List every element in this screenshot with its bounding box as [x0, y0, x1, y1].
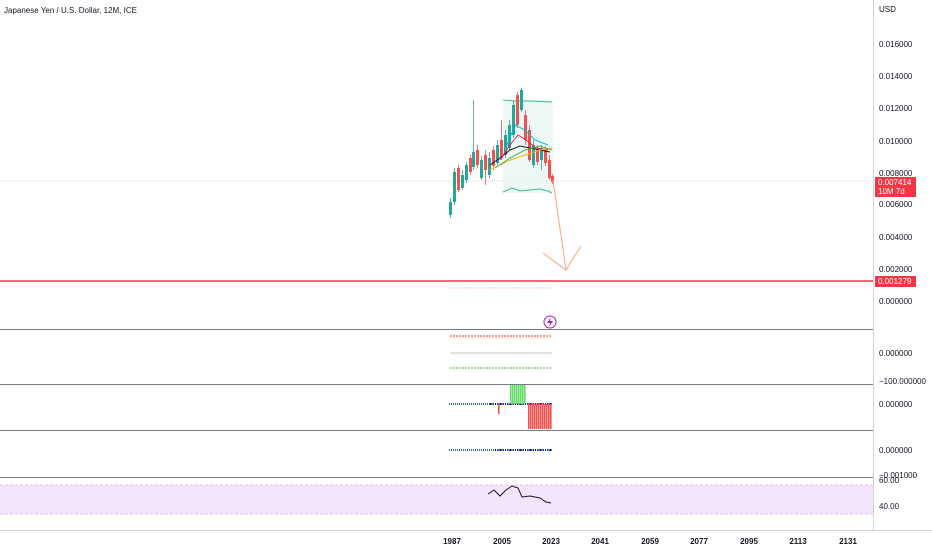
pane2-tick: 0.000000 [879, 349, 913, 358]
pane3-tick: 0.000000 [879, 400, 913, 409]
time-axis[interactable] [0, 530, 932, 551]
time-tick: 2023 [542, 537, 560, 546]
time-tick: 2077 [690, 537, 708, 546]
time-tick: 2059 [641, 537, 659, 546]
price-tick: 0.004000 [879, 233, 913, 242]
candle-body [536, 150, 539, 162]
candle-body [524, 115, 527, 140]
histogram-bar-down [536, 404, 538, 429]
level-price-badge: 0.001279 [875, 276, 916, 287]
time-tick: 2113 [789, 537, 807, 546]
candle-body [551, 176, 554, 182]
rsi-band [0, 485, 873, 514]
price-tick: 0.000000 [879, 297, 913, 306]
price-tick: 0.016000 [879, 40, 913, 49]
lightning-glyph [547, 317, 553, 327]
histogram-bar-down [534, 404, 536, 429]
candle-body [544, 150, 547, 163]
time-tick: 2095 [740, 537, 758, 546]
price-tick: 0.010000 [879, 137, 913, 146]
bar-countdown: 10M 7d [878, 187, 905, 196]
pane-separator[interactable] [0, 329, 873, 330]
candle-body [532, 145, 535, 165]
histogram-bar-down [540, 404, 542, 429]
level-price-value: 0.001279 [878, 277, 912, 286]
histogram-bar-down [542, 404, 544, 429]
histogram-bar-down [546, 404, 548, 429]
histogram-bar-up [514, 384, 516, 404]
ma-line-orange [489, 147, 553, 171]
candle-body [476, 150, 479, 165]
pane-separator[interactable] [0, 384, 873, 385]
pane-separator[interactable] [0, 477, 873, 478]
candle-body [512, 105, 515, 135]
rsi-top-tick: 60.00 [879, 476, 900, 485]
time-tick: 1987 [443, 537, 461, 546]
candle-body [465, 165, 468, 180]
histogram-bar-up [522, 384, 524, 404]
candle-body [496, 145, 499, 163]
candle-body [492, 150, 495, 166]
arrow-head [542, 245, 582, 271]
histogram-bar-up [512, 384, 514, 404]
candle-body [469, 158, 472, 172]
histogram-bar-up [524, 384, 526, 404]
pane-separator[interactable] [0, 430, 873, 431]
lower-band-line [502, 187, 553, 194]
price-tick: 0.002000 [879, 265, 913, 274]
histogram-bar-up [518, 384, 520, 404]
candle-body [488, 158, 491, 175]
histogram-bar-down [530, 404, 532, 429]
histogram-bar-up [516, 384, 518, 404]
candle-body [453, 172, 456, 202]
price-axis[interactable] [873, 0, 932, 530]
histogram-bar-up [520, 384, 522, 404]
pane4-tick: 0.000000 [879, 446, 913, 455]
pane4-bottom-tick: −0.001000 [879, 471, 918, 480]
candle-body [520, 90, 523, 110]
ma-line-pink [499, 134, 549, 161]
rsi-line [487, 485, 552, 504]
price-tick: 0.006000 [879, 200, 913, 209]
histogram-bar-down [532, 404, 534, 429]
price-axis-unit: USD [879, 5, 896, 14]
ma-line-green [494, 145, 553, 169]
time-tick: 2131 [839, 537, 857, 546]
last-price-value: 0.007414 [878, 178, 912, 187]
candle-body [461, 175, 464, 188]
histogram-bar-down [528, 404, 530, 429]
candle-body [516, 95, 519, 125]
candle-body [508, 125, 511, 148]
price-tick: 0.008000 [879, 169, 913, 178]
ma-line-cyan [504, 124, 549, 151]
candle-body [528, 130, 531, 160]
candle-body [504, 135, 507, 155]
candle-body [472, 152, 475, 167]
candle-body [540, 148, 543, 160]
time-tick: 2005 [493, 537, 511, 546]
histogram-bar-down [498, 404, 500, 414]
candle-body [548, 160, 551, 178]
candle-body [500, 140, 503, 158]
symbol-title[interactable]: Japanese Yen / U.S. Dollar, 12M, ICE [4, 6, 137, 15]
candle-body [457, 168, 460, 190]
candle-body [484, 155, 487, 170]
candle-body [449, 202, 452, 215]
last-price-badge: 0.007414 10M 7d [875, 177, 916, 197]
histogram-bar-down [544, 404, 546, 429]
histogram-bar-down [550, 404, 552, 429]
price-tick: 0.014000 [879, 72, 913, 81]
histogram-bar-up [510, 384, 512, 404]
candle-body [480, 160, 483, 178]
histogram-bar-down [548, 404, 550, 429]
price-tick: 0.012000 [879, 104, 913, 113]
pane3-top-tick: −100.000000 [879, 377, 926, 386]
time-tick: 2041 [591, 537, 609, 546]
histogram-bar-down [538, 404, 540, 429]
projection-line [552, 179, 567, 271]
rsi-tick: 40.00 [879, 502, 900, 511]
